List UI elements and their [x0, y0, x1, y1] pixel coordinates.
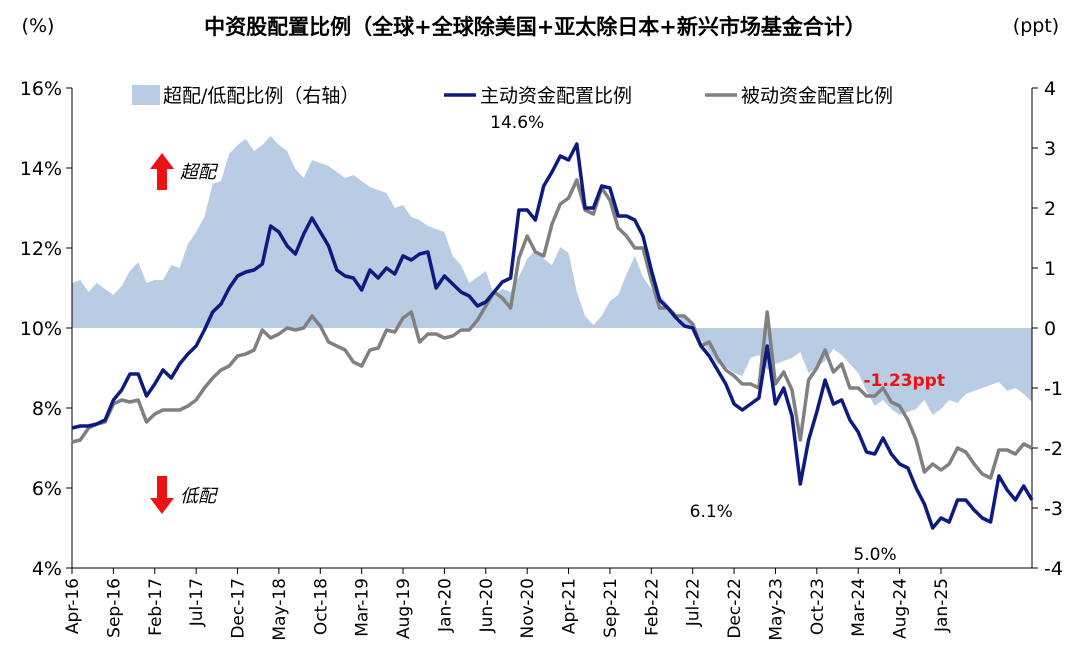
overweight-area-layer: [72, 136, 1032, 415]
left-tick-label: 16%: [20, 78, 62, 100]
annotations-layer: 14.6% 6.1% 5.0% -1.23ppt: [490, 113, 945, 565]
left-tick-label: 8%: [32, 398, 62, 420]
right-tick-label: 1: [1044, 258, 1056, 280]
x-tick-label: Oct-18: [311, 578, 331, 635]
left-tick-label: 6%: [32, 478, 62, 500]
right-tick-label: -1: [1044, 378, 1063, 400]
left-tick-label: 4%: [32, 558, 62, 580]
x-tick-label: Mar-19: [353, 578, 373, 637]
axes-layer: 4% 6% 8% 10% 12% 14% 16% -4 -3 -2 -1 0 1 2 3 4 Apr-16 Sep…: [20, 78, 1063, 641]
active-allocation-line: [71, 142, 1034, 530]
right-tick-label: 3: [1044, 138, 1056, 160]
passive-allocation-line: [71, 178, 1033, 480]
overweight-indicator-label: 超配: [180, 162, 219, 183]
x-tick-label: Jun-20: [477, 578, 497, 633]
x-tick-label: Sep-16: [104, 578, 124, 638]
series-lines-layer: [71, 142, 1034, 530]
left-axis-label: (%): [22, 15, 55, 37]
x-tick-label: May-23: [766, 578, 786, 641]
right-tick-label: -2: [1044, 438, 1063, 460]
legend: 超配/低配比例（右轴） 主动资金配置比例 被动资金配置比例: [132, 85, 893, 107]
left-tick-label: 10%: [20, 318, 62, 340]
text-layer: 中资股配置比例（全球+全球除美国+亚太除日本+新兴市场基金合计） (%) (pp…: [22, 15, 1060, 39]
x-tick-label: Nov-20: [518, 578, 538, 639]
down-arrow-icon: [150, 476, 174, 514]
low-2022-annotation: 6.1%: [690, 502, 733, 522]
left-tick-label: 14%: [20, 158, 62, 180]
legend-area-label: 超配/低配比例（右轴）: [163, 85, 359, 107]
right-tick-label: -4: [1044, 558, 1063, 580]
x-tick-label: Jul-17: [187, 578, 207, 627]
chart-title: 中资股配置比例（全球+全球除美国+亚太除日本+新兴市场基金合计）: [204, 15, 866, 39]
right-tick-label: -3: [1044, 498, 1063, 520]
x-tick-label: Dec-17: [229, 578, 249, 639]
x-tick-label: Feb-17: [146, 578, 166, 636]
latest-underweight-annotation: -1.23ppt: [863, 371, 944, 391]
indicators: 超配 低配: [150, 153, 219, 514]
x-tick-label: Aug-24: [891, 578, 911, 639]
x-tick-label: Mar-24: [849, 578, 869, 637]
low-2024-annotation: 5.0%: [853, 545, 896, 565]
x-tick-label: Jan-25: [932, 578, 952, 633]
x-tick-label: May-18: [270, 578, 290, 641]
x-tick-label: Oct-23: [808, 578, 828, 635]
x-tick-label: Jan-20: [435, 578, 455, 633]
right-tick-label: 2: [1044, 198, 1056, 220]
x-tick-label: Jul-22: [684, 578, 704, 627]
x-tick-label: Dec-22: [725, 578, 745, 639]
legend-active-label: 主动资金配置比例: [480, 85, 632, 107]
left-tick-label: 12%: [20, 238, 62, 260]
right-axis-label: (ppt): [1013, 15, 1059, 37]
x-tick-label: Feb-22: [642, 578, 662, 636]
x-tick-label: Apr-16: [63, 578, 83, 634]
legend-passive-label: 被动资金配置比例: [741, 85, 893, 107]
underweight-indicator-label: 低配: [180, 486, 219, 507]
right-tick-label: 0: [1044, 318, 1056, 340]
legend-area-swatch: [132, 85, 160, 105]
x-tick-label: Apr-21: [560, 578, 580, 634]
up-arrow-icon: [150, 153, 174, 190]
peak-annotation: 14.6%: [490, 113, 544, 133]
right-tick-label: 4: [1044, 78, 1056, 100]
overweight-area: [72, 136, 1032, 415]
x-tick-label: Sep-21: [601, 578, 621, 638]
x-tick-label: Aug-19: [394, 578, 414, 639]
